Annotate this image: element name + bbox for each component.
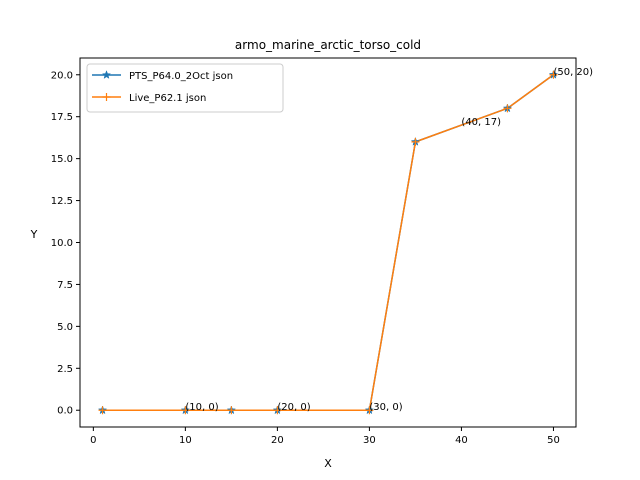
legend-box (86, 63, 284, 113)
x-tick-label: 20 (271, 435, 284, 446)
x-tick-label: 10 (179, 435, 192, 446)
y-tick-label: 0.0 (57, 406, 73, 417)
y-axis-label: Y (30, 228, 38, 241)
y-tick-label: 17.5 (51, 112, 73, 123)
data-point-plus (411, 137, 420, 146)
legend-star-icon (101, 70, 112, 79)
data-point-plus (365, 406, 374, 415)
x-axis-label: X (324, 457, 332, 470)
x-tick-label: 40 (455, 435, 468, 446)
legend-label-live: Live_P62.1 json (129, 93, 206, 104)
data-point-plus (227, 406, 236, 415)
data-point-plus (98, 406, 107, 415)
y-tick-label: 20.0 (51, 70, 73, 81)
point-annotation: (30, 0) (369, 402, 402, 413)
point-annotation: (10, 0) (185, 402, 218, 413)
plot-lines (102, 74, 554, 411)
data-point-plus (273, 406, 282, 415)
plot-markers (97, 69, 559, 415)
y-tick-label: 2.5 (57, 364, 73, 375)
y-axis-ticks: 0.0 2.5 5.0 7.5 10.0 12.5 15.0 17.5 20.0 (51, 70, 80, 417)
x-tick-label: 50 (547, 435, 560, 446)
y-tick-label: 5.0 (57, 322, 73, 333)
y-tick-label: 10.0 (51, 238, 73, 249)
data-point-plus (549, 70, 558, 79)
legend-plus-icon (102, 93, 111, 101)
y-tick-label: 15.0 (51, 154, 73, 165)
y-tick-label: 12.5 (51, 196, 73, 207)
x-tick-label: 0 (90, 435, 96, 446)
legend-label-pts: PTS_P64.0_2Oct json (129, 71, 233, 82)
annotations: (10, 0) (20, 0) (30, 0) (40, 17) (50, 20) (185, 67, 593, 413)
x-axis-ticks: 0 10 20 30 40 50 (90, 427, 560, 446)
point-annotation: (50, 20) (553, 67, 593, 78)
chart-title: armo_marine_arctic_torso_cold (235, 38, 421, 52)
data-point-plus (503, 104, 512, 113)
series-line-1 (102, 74, 554, 411)
data-point-plus (181, 406, 190, 415)
x-tick-label: 30 (363, 435, 376, 446)
legend: PTS_P64.0_2Oct json Live_P62.1 json (86, 63, 284, 113)
point-annotation: (40, 17) (461, 117, 501, 128)
point-annotation: (20, 0) (277, 402, 310, 413)
y-tick-label: 7.5 (57, 280, 73, 291)
